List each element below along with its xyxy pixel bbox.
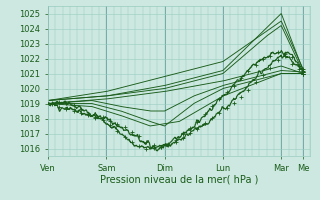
X-axis label: Pression niveau de la mer( hPa ): Pression niveau de la mer( hPa )	[100, 174, 258, 184]
